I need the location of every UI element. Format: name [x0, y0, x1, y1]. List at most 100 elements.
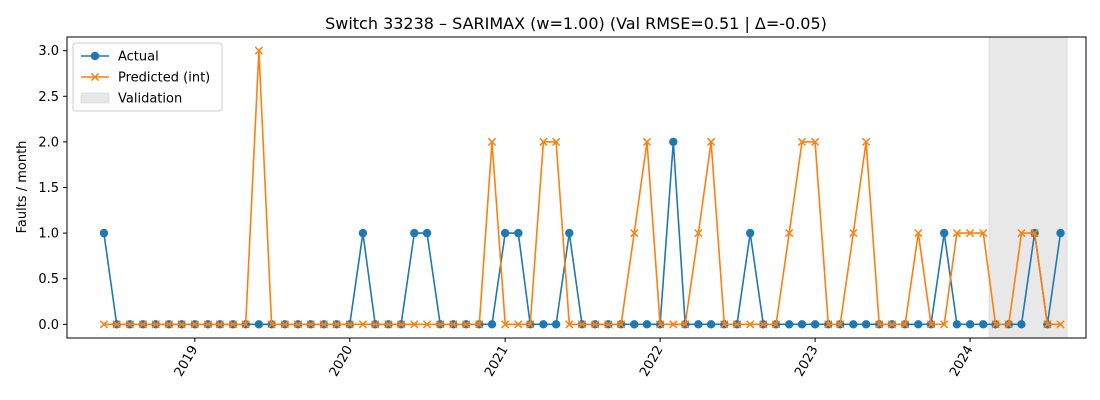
actual-point: [694, 320, 703, 329]
actual-point: [849, 320, 858, 329]
predicted-int-point: [577, 320, 587, 329]
actual-point: [1017, 320, 1026, 329]
predicted-int-point: [410, 320, 419, 329]
predicted-int-point: [1017, 228, 1026, 238]
predicted-int-point: [875, 320, 884, 329]
y-tick-label: 1.0: [38, 227, 59, 242]
predicted-int-point: [771, 320, 781, 329]
predicted-int-point: [979, 228, 988, 238]
predicted-int-point: [914, 228, 923, 238]
predicted-int-point: [797, 137, 807, 147]
actual-point: [979, 320, 988, 329]
predicted-int-point: [99, 320, 109, 329]
actual-point: [642, 320, 652, 329]
predicted-int-point: [228, 320, 238, 329]
predicted-int-point: [630, 228, 639, 238]
predicted-int-point: [720, 320, 729, 329]
legend: Actual Predicted (int) Validation: [72, 42, 223, 112]
predicted-int-point: [449, 320, 458, 329]
y-tick-label: 0.0: [38, 318, 59, 333]
predicted-int-point: [551, 137, 561, 147]
predicted-int-point: [526, 320, 535, 329]
actual-point: [706, 320, 716, 329]
predicted-int-point: [861, 137, 871, 147]
predicted-int-point: [112, 320, 121, 329]
actual-point: [630, 320, 639, 329]
actual-point: [939, 228, 949, 238]
validation-band: [988, 36, 1068, 339]
predicted-int-point: [151, 320, 160, 329]
actual-point: [861, 320, 871, 329]
predicted-int-point: [706, 137, 716, 147]
actual-point: [410, 228, 419, 238]
legend-label-validation: Validation: [118, 92, 182, 107]
predicted-int-point: [138, 320, 148, 329]
predicted-int-point: [694, 228, 703, 238]
actual-point: [500, 228, 510, 238]
predicted-int-point: [190, 320, 199, 329]
actual-point: [745, 228, 755, 238]
actual-point: [785, 320, 794, 329]
predicted-int-point: [759, 320, 768, 329]
y-axis-label: Faults / month: [15, 141, 30, 234]
y-tick-label: 3.0: [38, 44, 59, 59]
predicted-int-point: [616, 320, 626, 329]
actual-point: [914, 320, 923, 329]
predicted-int-point: [836, 320, 845, 329]
predicted-int-point: [436, 320, 445, 329]
predicted-int-point: [1030, 228, 1039, 238]
predicted-int-point: [565, 320, 574, 329]
predicted-int-point: [1056, 320, 1065, 329]
predicted-int-point: [501, 320, 510, 329]
predicted-int-point: [849, 228, 858, 238]
legend-swatch-validation: [80, 92, 110, 104]
y-tick-label: 0.5: [38, 272, 59, 287]
predicted-int-point: [926, 320, 936, 329]
predicted-int-point: [952, 228, 962, 238]
predicted-int-point: [940, 320, 949, 329]
actual-point: [797, 320, 807, 329]
predicted-int-series: [99, 46, 1065, 329]
predicted-int-point: [656, 320, 665, 329]
legend-marker-predicted-int: [90, 72, 100, 82]
predicted-int-point: [681, 320, 690, 329]
y-tick-label: 2.5: [38, 90, 59, 105]
predicted-int-point: [397, 320, 406, 329]
predicted-int-point: [824, 320, 833, 329]
actual-point: [358, 228, 368, 238]
predicted-int-point: [203, 320, 213, 329]
legend-label-predicted-int: Predicted (int): [118, 71, 210, 86]
actual-point: [539, 320, 548, 329]
predicted-int-point: [332, 320, 341, 329]
predicted-int-point: [604, 320, 613, 329]
predicted-int-point: [487, 137, 497, 147]
legend-label-actual: Actual: [118, 50, 159, 65]
actual-point: [565, 228, 574, 238]
predicted-int-point: [345, 320, 354, 329]
actual-point: [965, 320, 975, 329]
predicted-int-point: [475, 320, 484, 329]
predicted-int-point: [785, 228, 794, 238]
predicted-int-point: [267, 320, 276, 329]
predicted-int-point: [539, 137, 548, 147]
predicted-int-point: [384, 320, 393, 329]
chart-title: Switch 33238 – SARIMAX (w=1.00) (Val RMS…: [325, 14, 827, 33]
predicted-int-point: [306, 320, 315, 329]
legend-marker-actual: [90, 51, 100, 61]
predicted-int-point: [293, 320, 303, 329]
legend-box: [72, 42, 223, 112]
predicted-int-point: [642, 137, 652, 147]
predicted-int-point: [514, 320, 523, 329]
predicted-int-point: [215, 320, 224, 329]
actual-point: [422, 228, 432, 238]
actual-point: [952, 320, 962, 329]
predicted-int-point: [591, 320, 600, 329]
y-tick-label: 1.5: [38, 181, 59, 196]
predicted-int-point: [177, 320, 186, 329]
actual-point: [810, 320, 820, 329]
predicted-int-point: [422, 320, 432, 329]
predicted-int-point: [358, 320, 368, 329]
predicted-int-point: [900, 320, 910, 329]
predicted-int-point: [669, 320, 678, 329]
actual-point: [254, 320, 264, 329]
